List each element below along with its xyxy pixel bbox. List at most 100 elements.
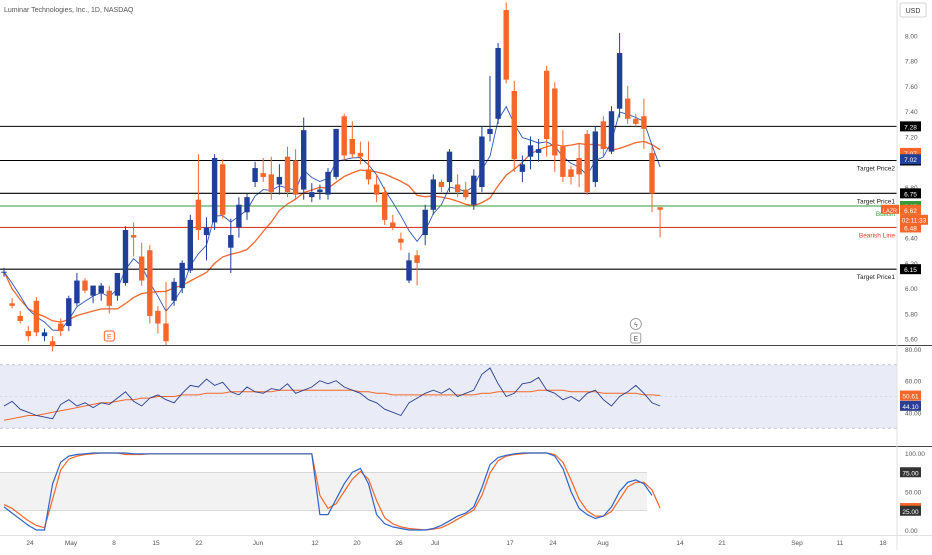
candle-body[interactable] (479, 136, 485, 188)
candle-body[interactable] (600, 121, 607, 150)
stoch-k-line[interactable] (3, 452, 653, 531)
price-tick-label: 5.80 (905, 311, 918, 318)
candle-body[interactable] (349, 139, 355, 155)
candle-body[interactable] (503, 10, 509, 80)
candle-body[interactable] (576, 157, 582, 175)
dividend-marker[interactable] (629, 318, 642, 330)
candle-body[interactable] (236, 204, 242, 228)
candle-body[interactable] (130, 235, 137, 238)
earnings-marker[interactable] (630, 332, 642, 344)
candle-body[interactable] (382, 192, 388, 220)
candle-body[interactable] (292, 160, 299, 195)
candle-body[interactable] (357, 152, 364, 157)
candle-body[interactable] (139, 256, 145, 281)
candle-body[interactable] (544, 70, 550, 140)
candle-body[interactable] (471, 175, 477, 205)
candle-body[interactable] (535, 149, 542, 153)
candle-body[interactable] (195, 199, 202, 230)
candle-body[interactable] (641, 116, 647, 129)
candle-body[interactable] (438, 181, 445, 188)
candle-body[interactable] (1, 271, 7, 273)
candle-body[interactable] (301, 130, 307, 190)
candle-body[interactable] (414, 255, 420, 263)
candle-body[interactable] (9, 303, 15, 306)
rsi-line[interactable] (3, 367, 661, 420)
candle-body[interactable] (268, 174, 274, 193)
candle-body[interactable] (252, 168, 258, 182)
candle-body[interactable] (155, 310, 161, 324)
candle-body[interactable] (82, 280, 88, 291)
candle-body[interactable] (106, 290, 112, 306)
candle-body[interactable] (519, 164, 526, 172)
candle-body[interactable] (560, 146, 566, 177)
candle-body[interactable] (49, 341, 56, 347)
candle-body[interactable] (309, 192, 315, 198)
candle-body[interactable] (592, 131, 598, 182)
candle-body[interactable] (495, 48, 501, 119)
candle-body[interactable] (527, 145, 534, 157)
currency-button[interactable]: USD (899, 2, 927, 18)
candle-body[interactable] (98, 285, 104, 294)
candle-body[interactable] (276, 176, 283, 185)
candle-body[interactable] (114, 272, 121, 296)
time-axis[interactable]: 24 May 8 15 22 Jun 12 20 26 Jul 17 24 Aug 14 21 Sep 11 18 (0, 535, 932, 548)
candle-body[interactable] (406, 260, 412, 281)
candle-body[interactable] (179, 262, 185, 289)
candle-body[interactable] (260, 173, 266, 177)
candle-body[interactable] (454, 184, 461, 193)
candle-body[interactable] (584, 133, 590, 193)
candle-body[interactable] (625, 98, 631, 119)
candle-body[interactable] (74, 280, 80, 304)
candle-body[interactable] (228, 235, 234, 248)
candle-body[interactable] (390, 222, 396, 228)
candle-body[interactable] (446, 151, 453, 182)
candle-body[interactable] (398, 238, 404, 243)
candle-body[interactable] (422, 209, 428, 236)
candle-body[interactable] (325, 171, 331, 195)
candle-body[interactable] (649, 152, 655, 194)
candle-body[interactable] (41, 332, 48, 337)
candle-body[interactable] (25, 331, 31, 337)
price-tick-label: 7.40 (905, 109, 918, 116)
candle-body[interactable] (171, 281, 177, 301)
candle-body[interactable] (220, 164, 226, 215)
rsi-panel[interactable] (0, 364, 897, 429)
candle-body[interactable] (187, 219, 193, 271)
candle-body[interactable] (341, 116, 347, 156)
candle-body[interactable] (608, 111, 615, 152)
stoch-upper-tag-label: 75.00 (902, 470, 919, 477)
candle-body[interactable] (163, 323, 169, 342)
candle-body[interactable] (633, 118, 639, 124)
price-axis[interactable]: 8.007.807.607.407.207.006.806.606.406.20… (881, 0, 928, 550)
candle-body[interactable] (552, 88, 558, 156)
candle-body[interactable] (463, 189, 469, 198)
candle-body[interactable] (211, 157, 218, 223)
candle-body[interactable] (487, 128, 493, 134)
earnings-marker[interactable] (103, 330, 115, 342)
candle-body[interactable] (244, 197, 250, 213)
candle-body[interactable] (122, 230, 129, 284)
candles-layer[interactable]: E Eϟ (1, 2, 663, 352)
candle-body[interactable] (657, 207, 663, 210)
candle-body[interactable] (616, 53, 623, 109)
rsi-value: 44.10 (902, 404, 919, 411)
price-tick-label: 7.80 (905, 59, 918, 66)
candle-body[interactable] (66, 298, 72, 327)
candle-body[interactable] (147, 250, 153, 316)
candle-body[interactable] (317, 189, 323, 193)
candle-body[interactable] (430, 179, 436, 210)
candle-body[interactable] (33, 300, 40, 333)
candle-body[interactable] (568, 169, 574, 177)
candle-body[interactable] (511, 90, 517, 160)
candle-body[interactable] (284, 156, 291, 193)
candle-body[interactable] (58, 323, 64, 332)
stochastic-panel[interactable] (0, 452, 661, 531)
candle-body[interactable] (333, 128, 339, 177)
candle-body[interactable] (365, 169, 372, 180)
candle-body[interactable] (17, 315, 23, 321)
candle-body[interactable] (90, 285, 96, 296)
candle-body[interactable] (203, 227, 210, 236)
candle-body[interactable] (373, 184, 380, 195)
